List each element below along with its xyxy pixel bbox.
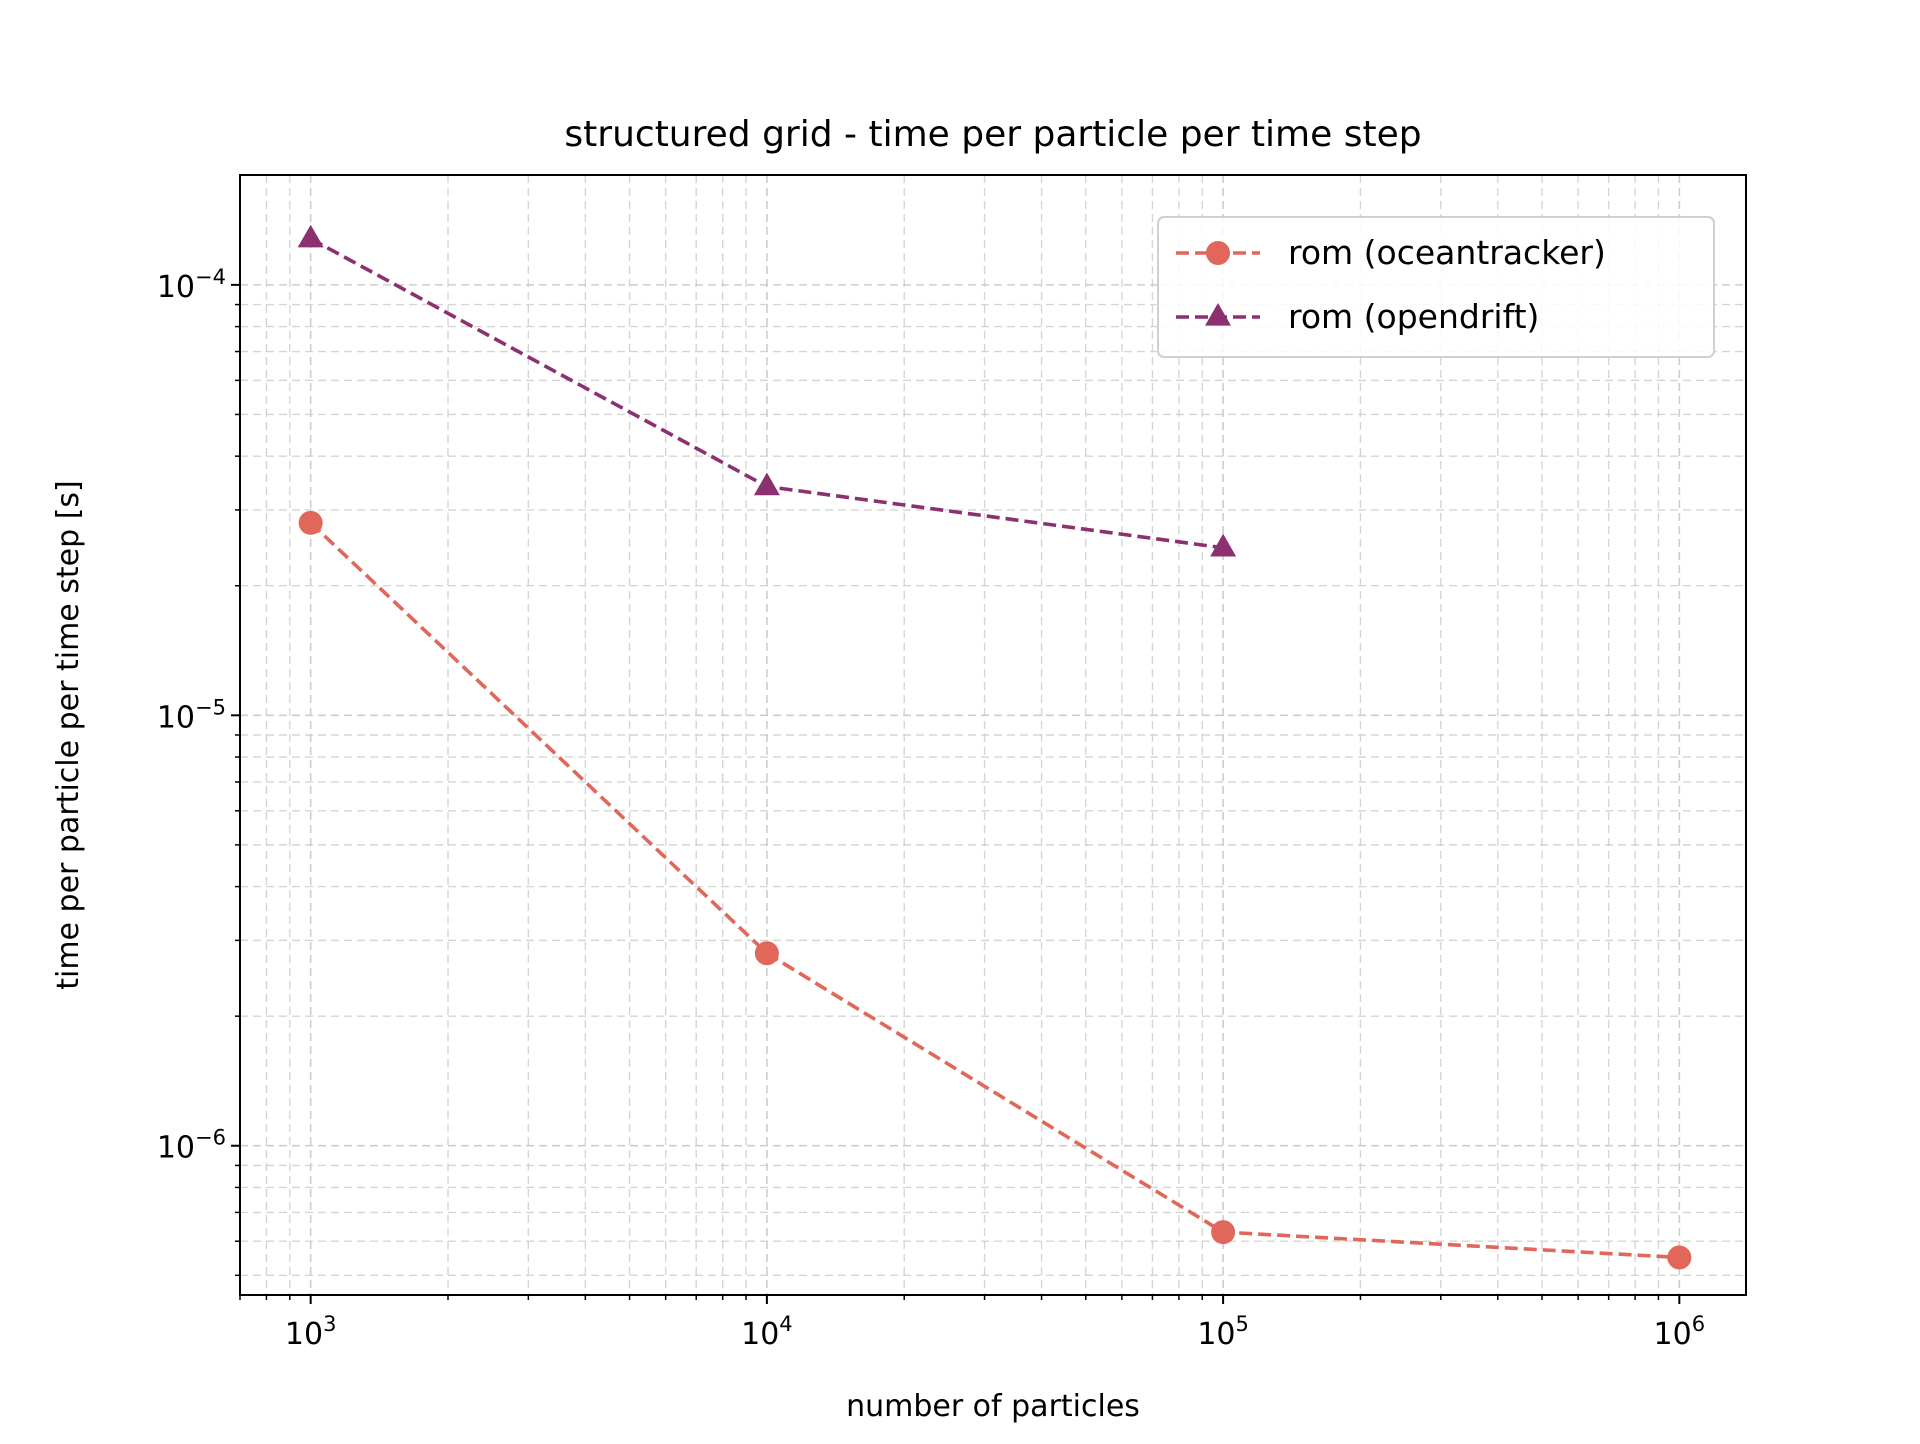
- chart-title: structured grid - time per particle per …: [564, 114, 1421, 155]
- legend-box: [1157, 216, 1715, 358]
- data-point-circle: [1667, 1245, 1692, 1270]
- y-tick-label: 10−6: [157, 1126, 226, 1166]
- series-line: [309, 521, 1680, 1260]
- legend-marker-triangle: [1204, 303, 1232, 326]
- data-point-circle: [298, 510, 323, 535]
- series-layer: [297, 224, 1692, 1270]
- legend: rom (oceantracker) rom (opendrift): [1157, 216, 1715, 358]
- legend-label: rom (opendrift): [1288, 297, 1539, 336]
- legend-marker-circle: [1206, 241, 1230, 265]
- data-point-circle: [1211, 1220, 1236, 1245]
- y-tick-label: 10−4: [157, 265, 226, 305]
- legend-entry: rom (opendrift): [1176, 297, 1539, 336]
- x-tick-label: 103: [285, 1312, 337, 1352]
- x-tick-label: 104: [741, 1312, 793, 1352]
- series-1: [298, 510, 1692, 1270]
- axis-ticks: 103 104 105 106 10−6 10−5 10−4: [157, 265, 1705, 1352]
- data-point-triangle: [297, 224, 324, 248]
- y-axis-label: time per particle per time step [s]: [51, 480, 86, 990]
- series-2: [297, 224, 1237, 557]
- y-tick-label: 10−5: [157, 695, 226, 735]
- x-tick-label: 105: [1197, 1312, 1249, 1352]
- x-tick-label: 106: [1654, 1312, 1706, 1352]
- data-point-circle: [754, 941, 779, 966]
- legend-entry: rom (oceantracker): [1176, 233, 1606, 272]
- data-point-triangle: [753, 472, 780, 496]
- x-axis-label: number of particles: [846, 1389, 1140, 1424]
- data-point-triangle: [1210, 533, 1237, 557]
- minor-gridlines: [239, 175, 1746, 1295]
- legend-label: rom (oceantracker): [1288, 233, 1606, 272]
